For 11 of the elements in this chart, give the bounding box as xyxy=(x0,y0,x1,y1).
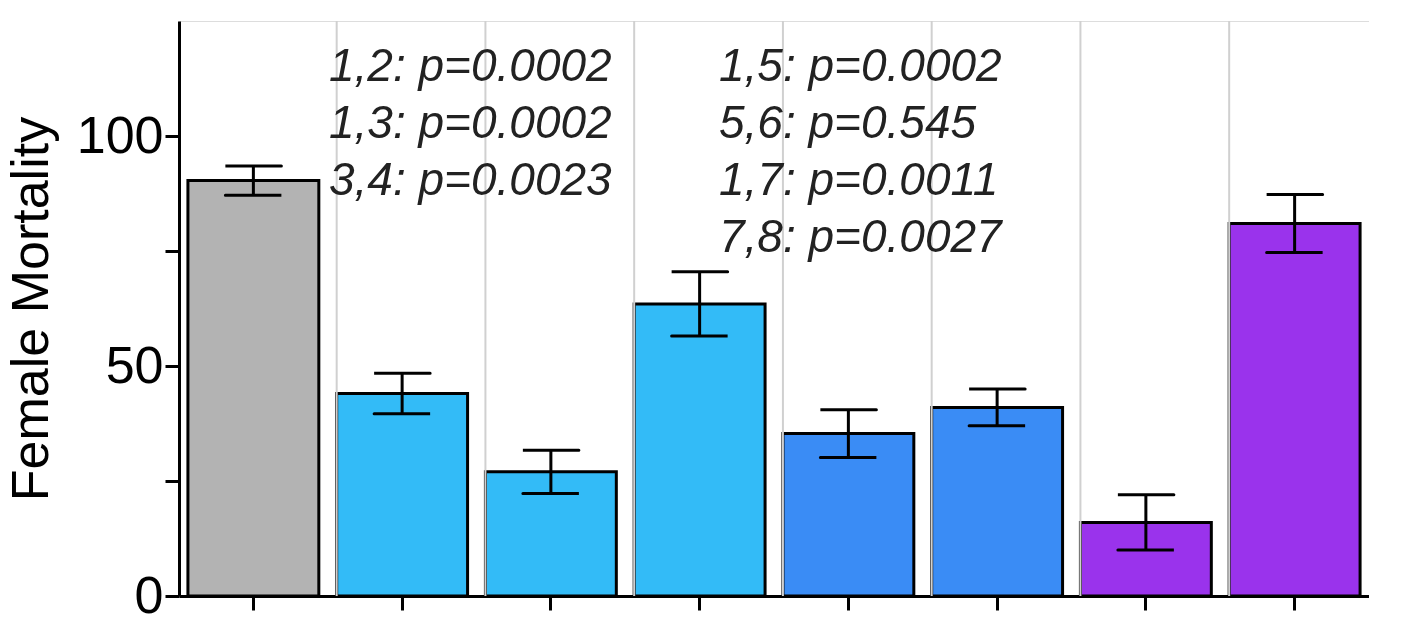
annotation: 7,8: p=0.0027 xyxy=(719,210,1004,262)
y-tick-label: 50 xyxy=(105,335,164,394)
y-tick-label: 100 xyxy=(76,105,164,164)
annotation: 3,4: p=0.0023 xyxy=(329,153,613,205)
annotation: 1,3: p=0.0002 xyxy=(329,96,612,148)
annotation: 1,2: p=0.0002 xyxy=(329,39,612,91)
y-axis-title: Female Mortality xyxy=(0,116,59,502)
y-tick-label: 0 xyxy=(134,565,164,624)
annotation: 1,5: p=0.0002 xyxy=(719,39,1002,91)
annotation: 1,7: p=0.0011 xyxy=(719,153,999,205)
annotation: 5,6: p=0.545 xyxy=(719,96,977,148)
